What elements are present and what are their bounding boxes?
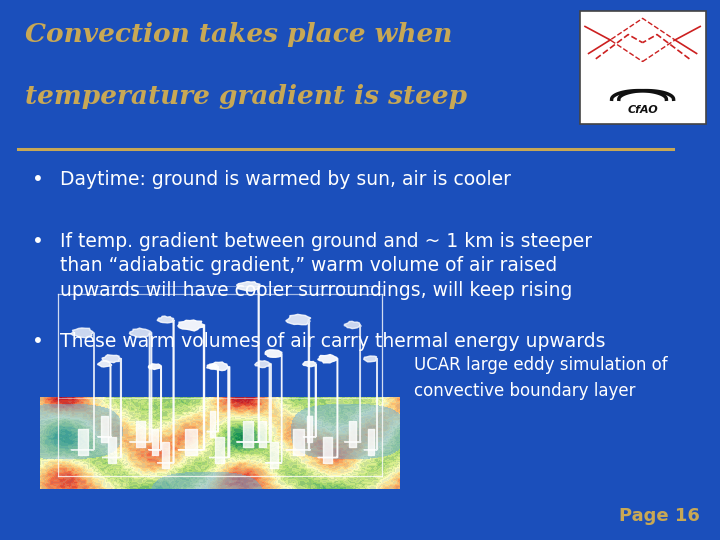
Polygon shape <box>344 321 361 442</box>
Text: •: • <box>32 170 44 189</box>
Polygon shape <box>303 361 316 437</box>
Polygon shape <box>102 355 122 457</box>
Polygon shape <box>97 361 112 437</box>
Polygon shape <box>255 361 271 442</box>
Polygon shape <box>148 364 161 450</box>
Polygon shape <box>71 328 94 450</box>
Text: These warm volumes of air carry thermal energy upwards: These warm volumes of air carry thermal … <box>60 332 606 351</box>
Polygon shape <box>265 350 282 463</box>
Text: •: • <box>32 332 44 351</box>
Polygon shape <box>178 320 204 450</box>
Text: Page 16: Page 16 <box>619 507 700 525</box>
Polygon shape <box>364 356 377 450</box>
Polygon shape <box>286 314 311 450</box>
Polygon shape <box>318 355 338 457</box>
Text: •: • <box>32 232 44 251</box>
Polygon shape <box>209 362 230 457</box>
Polygon shape <box>130 328 152 442</box>
Text: If temp. gradient between ground and ~ 1 km is steeper
than “adiabatic gradient,: If temp. gradient between ground and ~ 1… <box>60 232 592 300</box>
Text: UCAR large eddy simulation of
convective boundary layer: UCAR large eddy simulation of convective… <box>414 356 667 400</box>
Polygon shape <box>157 316 174 463</box>
Bar <box>580 11 706 124</box>
Text: Daytime: ground is warmed by sun, air is cooler: Daytime: ground is warmed by sun, air is… <box>60 170 510 189</box>
Polygon shape <box>207 364 218 431</box>
Text: Convection takes place when: Convection takes place when <box>25 22 453 46</box>
Text: temperature gradient is steep: temperature gradient is steep <box>25 84 467 109</box>
Text: CfAO: CfAO <box>627 105 658 115</box>
Polygon shape <box>237 281 260 442</box>
